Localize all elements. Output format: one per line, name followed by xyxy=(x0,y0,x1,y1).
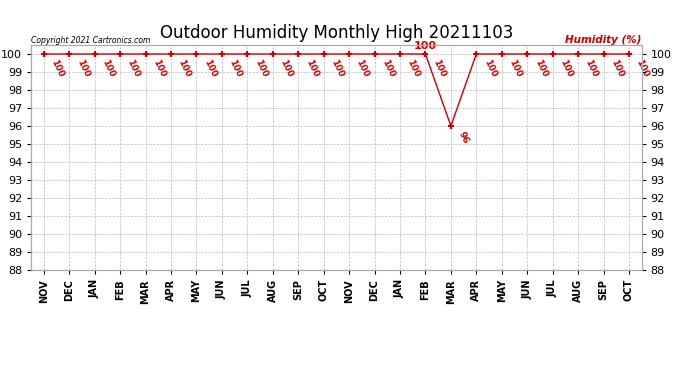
Text: Humidity (%): Humidity (%) xyxy=(565,35,642,45)
Text: 100: 100 xyxy=(533,58,549,79)
Text: 96: 96 xyxy=(456,130,470,146)
Text: 100: 100 xyxy=(414,41,437,51)
Title: Outdoor Humidity Monthly High 20211103: Outdoor Humidity Monthly High 20211103 xyxy=(159,24,513,42)
Text: 100: 100 xyxy=(278,58,295,79)
Text: 100: 100 xyxy=(177,58,193,79)
Text: 100: 100 xyxy=(228,58,244,79)
Text: 100: 100 xyxy=(635,58,651,79)
Text: 100: 100 xyxy=(75,58,91,79)
Text: 100: 100 xyxy=(126,58,141,79)
Text: 100: 100 xyxy=(507,58,523,79)
Text: 100: 100 xyxy=(49,58,66,79)
Text: 100: 100 xyxy=(380,58,396,79)
Text: 100: 100 xyxy=(406,58,422,79)
Text: 100: 100 xyxy=(253,58,269,79)
Text: 100: 100 xyxy=(304,58,319,79)
Text: 100: 100 xyxy=(482,58,498,79)
Text: 100: 100 xyxy=(329,58,345,79)
Text: 100: 100 xyxy=(100,58,116,79)
Text: 100: 100 xyxy=(558,58,574,79)
Text: 100: 100 xyxy=(202,58,218,79)
Text: 100: 100 xyxy=(431,58,447,79)
Text: 100: 100 xyxy=(151,58,167,79)
Text: 100: 100 xyxy=(609,58,625,79)
Text: 100: 100 xyxy=(584,58,600,79)
Text: Copyright 2021 Cartronics.com: Copyright 2021 Cartronics.com xyxy=(31,36,150,45)
Text: 100: 100 xyxy=(355,58,371,79)
